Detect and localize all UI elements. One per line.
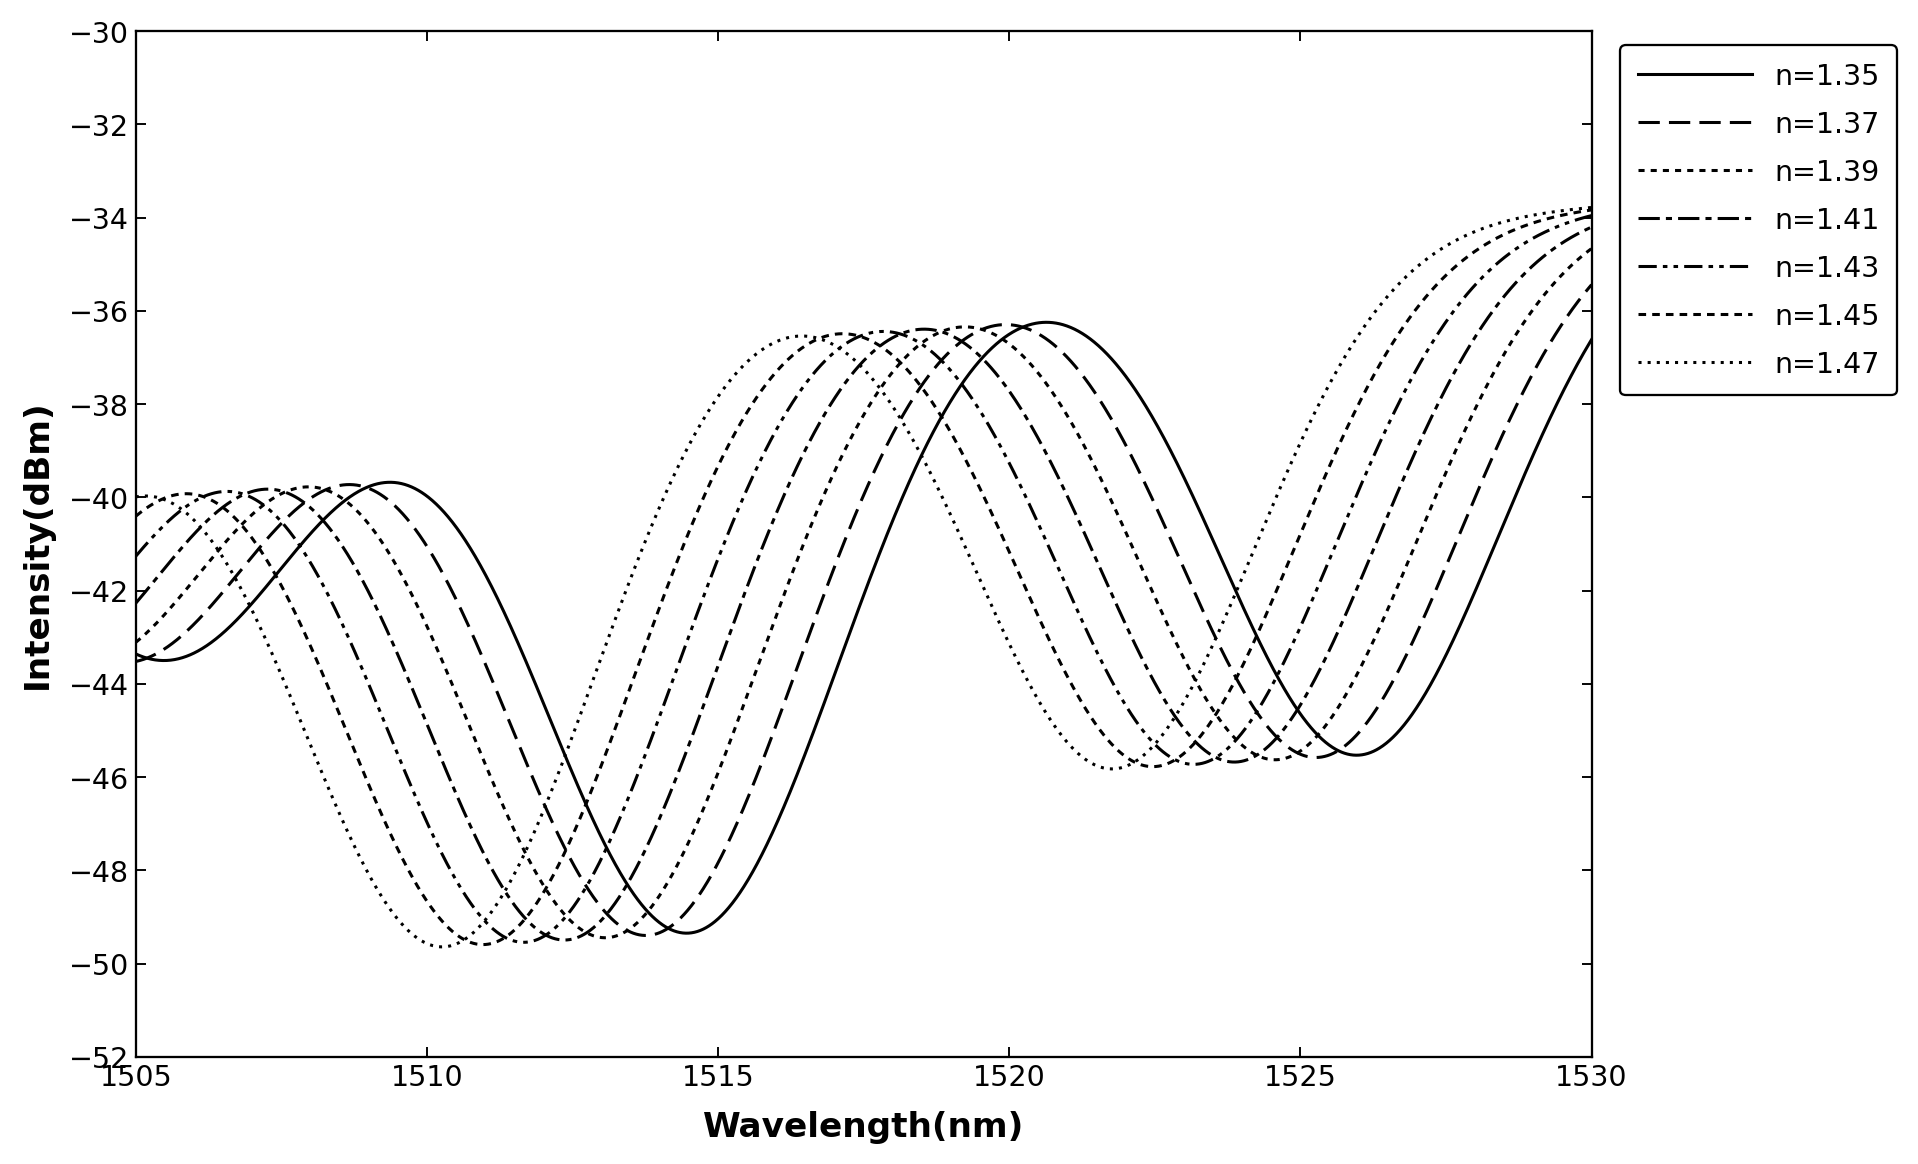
n=1.41 [683, 723, 706, 737]
n=1.45 [1552, 208, 1575, 222]
n=1.35 [1396, 715, 1419, 729]
n=1.35 [675, 927, 698, 941]
n=1.47 [290, 717, 313, 731]
n=1.39 [1580, 242, 1603, 256]
n=1.39 [595, 931, 618, 945]
n=1.39 [746, 660, 769, 674]
n=1.39 [290, 481, 313, 495]
n=1.47 [1580, 201, 1603, 215]
n=1.41 [746, 553, 769, 567]
n=1.41 [125, 596, 148, 610]
n=1.47 [432, 941, 455, 954]
n=1.43 [125, 549, 148, 563]
n=1.35 [683, 925, 706, 939]
n=1.43 [683, 615, 706, 629]
n=1.41 [1580, 220, 1603, 234]
Legend: n=1.35, n=1.37, n=1.39, n=1.41, n=1.43, n=1.45, n=1.47: n=1.35, n=1.37, n=1.39, n=1.41, n=1.43, … [1621, 45, 1897, 396]
n=1.41 [552, 934, 575, 947]
n=1.41 [1394, 464, 1417, 478]
n=1.43 [376, 724, 399, 738]
n=1.37 [683, 895, 706, 909]
n=1.35 [376, 476, 399, 490]
n=1.43 [1552, 218, 1575, 232]
n=1.37 [1394, 648, 1417, 662]
Line: n=1.35: n=1.35 [136, 322, 1592, 934]
n=1.37 [746, 767, 769, 781]
n=1.43 [1394, 381, 1417, 395]
n=1.45 [376, 822, 399, 836]
n=1.35 [125, 647, 148, 661]
n=1.43 [290, 542, 313, 556]
n=1.45 [290, 620, 313, 634]
X-axis label: Wavelength(nm): Wavelength(nm) [704, 1110, 1024, 1143]
n=1.45 [746, 389, 769, 403]
n=1.35 [1552, 383, 1575, 397]
n=1.47 [1394, 270, 1417, 284]
n=1.47 [746, 346, 769, 360]
Line: n=1.43: n=1.43 [136, 217, 1592, 943]
n=1.47 [376, 900, 399, 914]
n=1.37 [635, 929, 658, 943]
n=1.45 [125, 510, 148, 524]
Line: n=1.41: n=1.41 [136, 227, 1592, 941]
n=1.39 [683, 823, 706, 837]
n=1.45 [1580, 204, 1603, 218]
n=1.37 [376, 494, 399, 508]
n=1.45 [1394, 315, 1417, 329]
n=1.41 [376, 626, 399, 640]
Line: n=1.39: n=1.39 [136, 249, 1592, 938]
n=1.47 [683, 428, 706, 442]
n=1.35 [1036, 315, 1059, 329]
n=1.35 [1580, 333, 1603, 347]
Line: n=1.37: n=1.37 [136, 285, 1592, 936]
n=1.43 [1580, 210, 1603, 223]
n=1.37 [1580, 278, 1603, 292]
n=1.45 [472, 938, 495, 952]
Y-axis label: Intensity(dBm): Intensity(dBm) [21, 399, 54, 689]
n=1.47 [125, 490, 148, 504]
n=1.39 [1394, 559, 1417, 573]
n=1.41 [290, 495, 313, 509]
n=1.35 [290, 537, 313, 551]
n=1.37 [1552, 315, 1575, 329]
n=1.37 [290, 498, 313, 512]
n=1.47 [1552, 204, 1575, 218]
n=1.39 [1552, 267, 1575, 281]
Line: n=1.45: n=1.45 [136, 211, 1592, 945]
n=1.45 [683, 512, 706, 526]
Line: n=1.47: n=1.47 [136, 208, 1592, 947]
n=1.41 [1552, 235, 1575, 249]
n=1.39 [125, 636, 148, 650]
n=1.43 [512, 936, 535, 950]
n=1.43 [746, 460, 769, 474]
n=1.39 [376, 545, 399, 559]
n=1.35 [746, 856, 769, 870]
n=1.37 [125, 654, 148, 668]
